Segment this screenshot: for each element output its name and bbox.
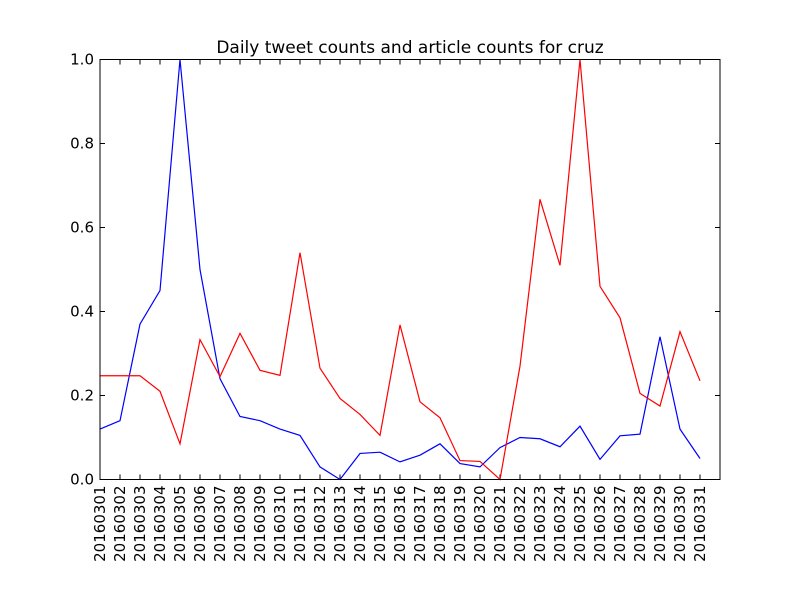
x-tick-label: 20160315 <box>371 486 389 562</box>
chart-title: Daily tweet counts and article counts fo… <box>216 38 603 58</box>
x-tick-label: 20160314 <box>351 486 369 562</box>
x-tick-label: 20160312 <box>311 486 329 562</box>
x-tick-label: 20160317 <box>411 486 429 562</box>
x-tick-label: 20160323 <box>531 486 549 562</box>
x-tick-label: 20160327 <box>611 486 629 562</box>
x-tick-label: 20160322 <box>511 486 529 562</box>
x-tick-label: 20160310 <box>271 486 289 562</box>
x-tick-label: 20160321 <box>491 486 509 562</box>
x-tick-label: 20160304 <box>151 486 169 562</box>
x-tick-label: 20160306 <box>191 486 209 562</box>
y-tick-label: 0.8 <box>70 135 94 153</box>
x-tick-label: 20160311 <box>291 486 309 562</box>
x-tick-label: 20160319 <box>451 486 469 562</box>
y-tick-label: 0.2 <box>70 387 94 405</box>
x-tick-label: 20160328 <box>631 486 649 562</box>
x-tick-label: 20160309 <box>251 486 269 562</box>
y-tick-label: 0.0 <box>70 471 94 489</box>
y-tick-label: 1.0 <box>70 51 94 69</box>
y-tick-label: 0.4 <box>70 303 94 321</box>
x-tick-label: 20160325 <box>571 486 589 562</box>
series-line-2 <box>100 59 701 481</box>
x-tick-label: 20160331 <box>691 486 709 562</box>
series-line-1 <box>99 59 701 481</box>
x-tick-label: 20160303 <box>131 486 149 562</box>
x-tick-label: 20160316 <box>391 486 409 562</box>
plot-frame <box>99 59 721 480</box>
x-tick-label: 20160326 <box>591 486 609 562</box>
x-tick-label: 20160330 <box>671 486 689 562</box>
x-tick-label: 20160318 <box>431 486 449 562</box>
x-tick-label: 20160324 <box>551 486 569 562</box>
x-tick-label: 20160320 <box>471 486 489 562</box>
x-tick-label: 20160329 <box>651 486 669 562</box>
x-tick-label: 20160301 <box>91 486 109 562</box>
x-tick-label: 20160307 <box>211 486 229 562</box>
x-tick-label: 20160313 <box>331 486 349 562</box>
x-tick-label: 20160302 <box>111 486 129 562</box>
x-tick-label: 20160308 <box>231 486 249 562</box>
y-tick-label: 0.6 <box>70 219 94 237</box>
x-tick-label: 20160305 <box>171 486 189 562</box>
